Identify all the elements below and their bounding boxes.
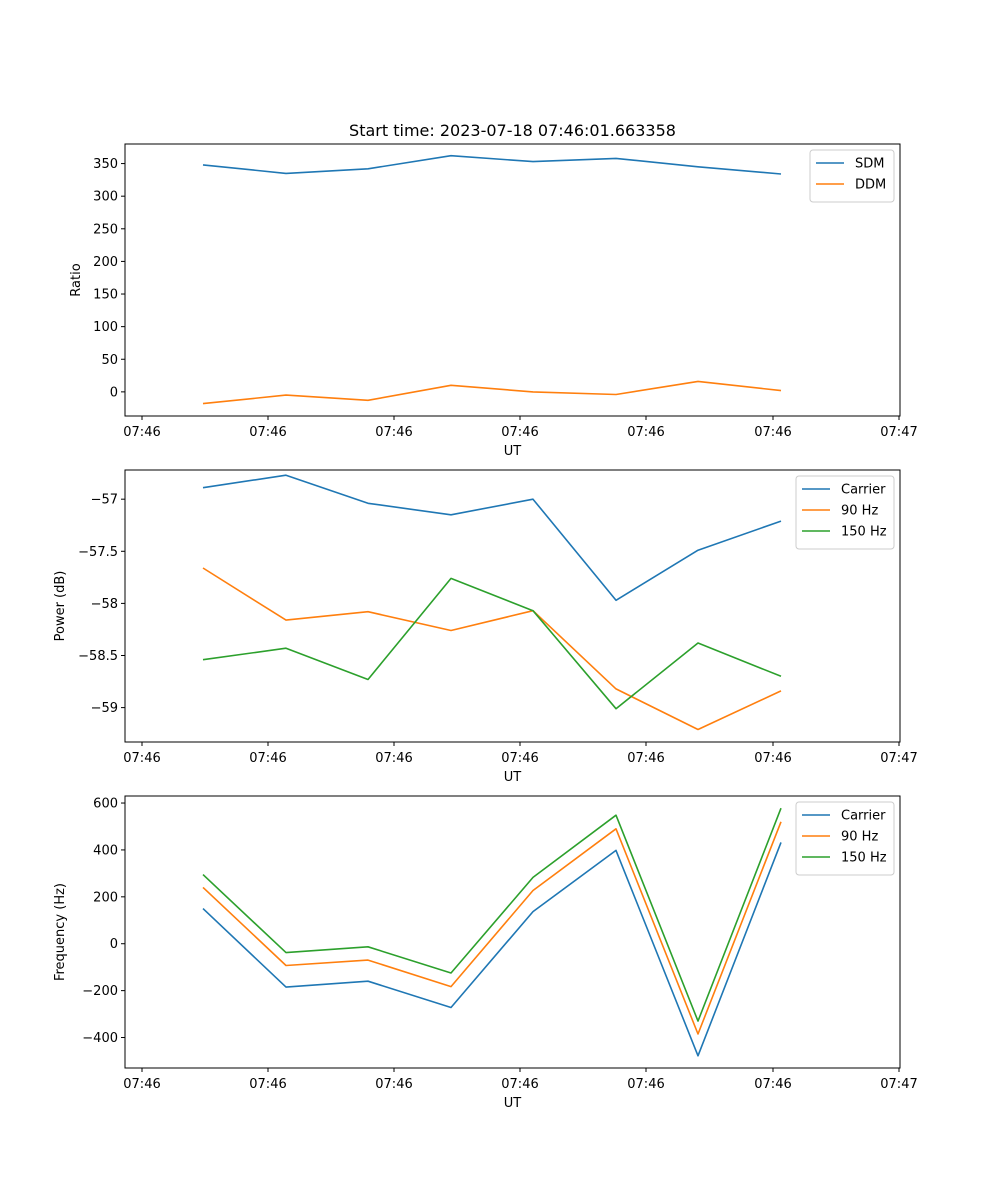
legend: Carrier 90 Hz 150 Hz — [795, 475, 895, 550]
x-tick-label: 07:46 — [501, 1077, 538, 1092]
x-tick-label: 07:46 — [754, 751, 791, 766]
y-tick-label: 400 — [93, 843, 118, 858]
legend: SDM DDM — [809, 149, 895, 203]
x-tick-label: 07:46 — [249, 751, 286, 766]
series-line-carrier — [202, 842, 782, 1057]
y-axis-label: Power (dB) — [53, 571, 68, 642]
y-tick-label: 150 — [93, 288, 118, 303]
y-tick-label: 600 — [93, 797, 118, 812]
x-tick-label: 07:46 — [375, 751, 412, 766]
plot-frame — [124, 143, 901, 417]
y-tick-label: 200 — [93, 890, 118, 905]
legend-label: 90 Hz — [841, 504, 878, 519]
plot-frame — [124, 795, 901, 1069]
x-tick-label: 07:46 — [249, 425, 286, 440]
y-tick-label: −58 — [91, 597, 118, 612]
series-line-carrier — [202, 474, 782, 602]
y-tick-label: 200 — [93, 255, 118, 270]
legend-label: 90 Hz — [841, 830, 878, 845]
x-axis-label: UT — [504, 1096, 522, 1111]
legend-label: 150 Hz — [841, 851, 887, 866]
x-axis-label: UT — [504, 770, 522, 785]
x-tick-label: 07:46 — [627, 751, 664, 766]
y-tick-label: −57 — [91, 493, 118, 508]
plot-frame — [124, 469, 901, 743]
x-axis-label: UT — [504, 444, 522, 459]
y-tick-label: −57.5 — [78, 545, 118, 560]
legend-label: DDM — [855, 178, 886, 193]
subplot-1: 0 50 100 150 200 250 300 350 07:46 07:46 07:46 07:4… — [69, 143, 918, 459]
x-tick-label: 07:46 — [249, 1077, 286, 1092]
y-axis-label: Ratio — [69, 263, 84, 296]
x-tick-label: 07:46 — [627, 425, 664, 440]
series-line-150-hz — [202, 577, 782, 710]
y-tick-label: 250 — [93, 222, 118, 237]
legend: Carrier 90 Hz 150 Hz — [795, 801, 895, 876]
chart-title: Start time: 2023-07-18 07:46:01.663358 — [349, 121, 676, 140]
x-tick-label: 07:46 — [754, 425, 791, 440]
series-line-90-hz — [202, 821, 782, 1035]
y-axis-label: Frequency (Hz) — [53, 883, 68, 981]
legend-label: Carrier — [841, 483, 886, 498]
x-tick-label: 07:47 — [880, 751, 917, 766]
y-tick-label: −59 — [91, 701, 118, 716]
series-line-150-hz — [202, 807, 782, 1022]
x-tick-label: 07:47 — [880, 1077, 917, 1092]
x-tick-label: 07:46 — [123, 425, 160, 440]
legend-label: Carrier — [841, 809, 886, 824]
x-tick-label: 07:46 — [501, 425, 538, 440]
x-tick-label: 07:46 — [501, 751, 538, 766]
x-tick-label: 07:46 — [627, 1077, 664, 1092]
x-tick-label: 07:46 — [123, 1077, 160, 1092]
y-tick-label: −200 — [82, 984, 118, 999]
x-tick-label: 07:46 — [375, 1077, 412, 1092]
subplot-3: −400 −200 0 200 400 600 07:46 07:46 07:46 07:46 07… — [53, 795, 918, 1111]
y-tick-label: 300 — [93, 190, 118, 205]
y-tick-label: 0 — [110, 385, 118, 400]
x-tick-label: 07:47 — [880, 425, 917, 440]
legend-label: SDM — [855, 157, 884, 172]
legend-label: 150 Hz — [841, 525, 887, 540]
series-line-sdm — [202, 154, 782, 175]
x-tick-label: 07:46 — [123, 751, 160, 766]
x-tick-label: 07:46 — [375, 425, 412, 440]
y-tick-label: −400 — [82, 1031, 118, 1046]
x-tick-label: 07:46 — [754, 1077, 791, 1092]
subplot-2: −59 −58.5 −58 −57.5 −57 07:46 07:46 07:46 07:46 0… — [53, 469, 918, 785]
y-tick-label: −58.5 — [78, 649, 118, 664]
y-tick-label: 50 — [101, 353, 118, 368]
y-tick-label: 0 — [110, 937, 118, 952]
series-line-ddm — [202, 380, 782, 405]
subplots: 0 50 100 150 200 250 300 350 07:46 07:46 07:46 07:4… — [53, 143, 918, 1111]
y-tick-label: 350 — [93, 157, 118, 172]
series-line-90-hz — [202, 567, 782, 731]
y-tick-label: 100 — [93, 320, 118, 335]
